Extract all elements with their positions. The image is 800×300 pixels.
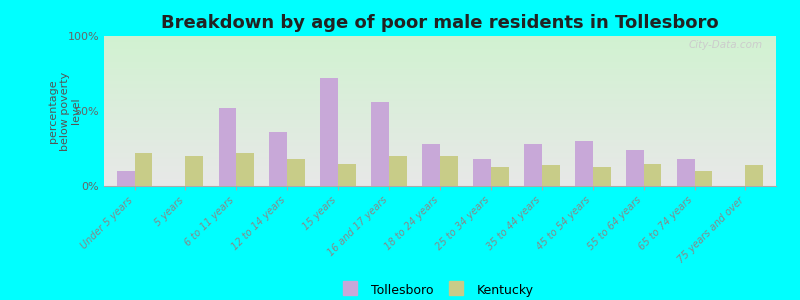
Y-axis label: percentage
below poverty
level: percentage below poverty level	[48, 71, 82, 151]
Bar	[491, 167, 509, 186]
Bar	[746, 165, 763, 186]
Bar	[270, 132, 287, 186]
Bar	[134, 153, 152, 186]
Bar	[186, 156, 203, 186]
Bar	[389, 156, 407, 186]
Legend: Tollesboro, Kentucky: Tollesboro, Kentucky	[346, 284, 534, 297]
Text: City-Data.com: City-Data.com	[689, 40, 762, 50]
Bar	[575, 141, 593, 186]
Bar	[626, 150, 644, 186]
Bar	[371, 102, 389, 186]
Title: Breakdown by age of poor male residents in Tollesboro: Breakdown by age of poor male residents …	[161, 14, 719, 32]
Bar	[593, 167, 610, 186]
Bar	[524, 144, 542, 186]
Bar	[236, 153, 254, 186]
Bar	[117, 171, 134, 186]
Bar	[287, 159, 305, 186]
Bar	[473, 159, 491, 186]
Bar	[338, 164, 356, 186]
Bar	[320, 78, 338, 186]
Bar	[542, 165, 560, 186]
Bar	[218, 108, 236, 186]
Bar	[677, 159, 694, 186]
Bar	[440, 156, 458, 186]
Bar	[422, 144, 440, 186]
Bar	[644, 164, 662, 186]
Bar	[694, 171, 712, 186]
